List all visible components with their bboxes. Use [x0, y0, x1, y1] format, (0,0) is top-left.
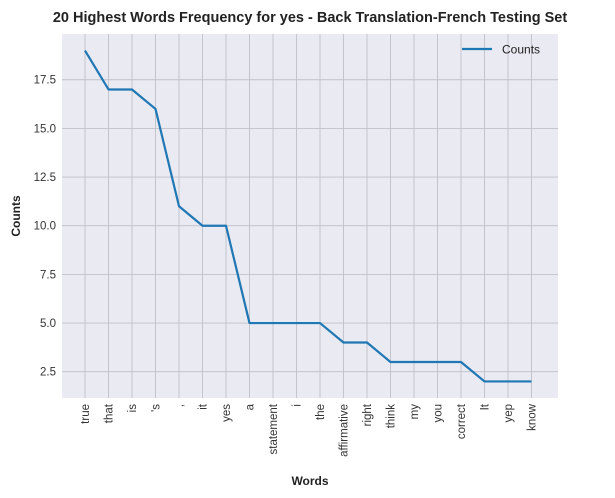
- x-tick-label: It: [480, 403, 492, 410]
- y-tick-label: 7.5: [40, 269, 56, 281]
- x-tick-label: correct: [456, 403, 468, 439]
- y-axis-label: Counts: [9, 195, 23, 237]
- x-tick-label: know: [527, 403, 539, 431]
- y-tick-label: 17.5: [34, 75, 56, 87]
- x-tick-label: i: [292, 404, 304, 407]
- x-tick-label: affirmative: [339, 404, 351, 457]
- x-tick-label: a: [245, 403, 257, 410]
- x-tick-label: is: [127, 404, 139, 413]
- y-tick-label: 2.5: [40, 367, 56, 379]
- x-tick-label: think: [386, 404, 398, 429]
- x-tick-label: right: [362, 403, 374, 426]
- x-tick-label: true: [80, 404, 92, 424]
- x-tick-labels: true that is 's, it yes a statement i the affirmat…: [80, 403, 539, 457]
- x-tick-label: ,: [174, 404, 186, 407]
- y-tick-label: 5.0: [40, 318, 56, 330]
- plot-area: [62, 34, 558, 398]
- y-tick-labels: 2.5 5.0 7.5 10.0 12.5 15.0 17.5: [34, 75, 56, 379]
- x-tick-label: the: [315, 404, 327, 420]
- x-tick-label: it: [198, 403, 210, 410]
- x-tick-label: that: [104, 403, 116, 423]
- x-axis-label: Words: [291, 474, 328, 488]
- x-tick-label: you: [433, 404, 445, 423]
- legend-label-counts: Counts: [502, 43, 540, 57]
- x-tick-label: 's: [151, 404, 163, 412]
- x-tick-label: yep: [503, 404, 515, 423]
- x-tick-label: statement: [268, 403, 280, 454]
- y-tick-label: 15.0: [34, 123, 56, 135]
- x-tick-label: yes: [221, 404, 233, 422]
- y-tick-label: 10.0: [34, 221, 56, 233]
- y-tick-label: 12.5: [34, 172, 56, 184]
- x-tick-label: my: [409, 404, 421, 420]
- chart-title: 20 Highest Words Frequency for yes - Bac…: [53, 10, 568, 26]
